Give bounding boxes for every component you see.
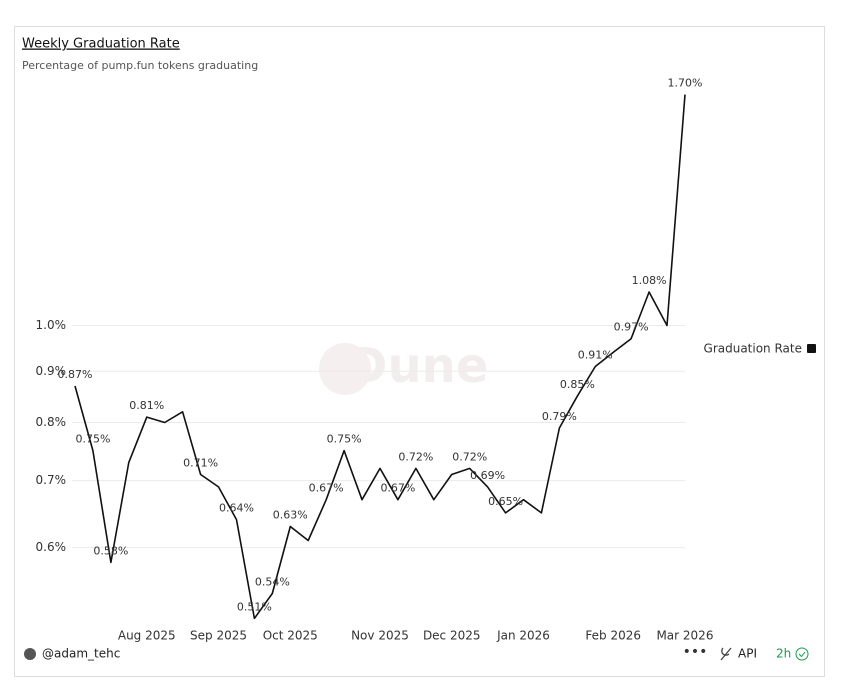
- x-tick-label: Mar 2026: [656, 629, 713, 643]
- data-label: 0.69%: [470, 469, 505, 482]
- legend-label: Graduation Rate: [704, 342, 802, 356]
- series-line: [74, 94, 686, 620]
- data-label: 0.67%: [380, 482, 415, 495]
- chart-subtitle: Percentage of pump.fun tokens graduating: [22, 59, 258, 72]
- data-label: 0.58%: [93, 544, 128, 557]
- data-label: 0.75%: [75, 433, 110, 446]
- watermark-logo: [319, 343, 371, 395]
- data-label: 0.75%: [327, 433, 362, 446]
- data-label: 0.54%: [255, 576, 290, 589]
- x-tick-label: Oct 2025: [263, 629, 318, 643]
- chart-title[interactable]: Weekly Graduation Rate: [22, 37, 180, 52]
- y-tick-label: 0.7%: [36, 473, 67, 487]
- data-label: 0.72%: [452, 450, 487, 463]
- author[interactable]: @adam_tehc: [42, 647, 120, 661]
- y-tick-label: 1.0%: [36, 318, 67, 332]
- data-label: 0.72%: [398, 450, 433, 463]
- watermark: Dune: [348, 338, 489, 394]
- y-tick-label: 0.9%: [36, 364, 67, 378]
- data-label: 0.97%: [614, 321, 649, 334]
- data-label: 0.85%: [560, 378, 595, 391]
- avatar[interactable]: [24, 648, 36, 660]
- data-label: 0.67%: [309, 482, 344, 495]
- data-label: 0.64%: [219, 502, 254, 515]
- api-icon[interactable]: [720, 647, 732, 661]
- x-tick-label: Nov 2025: [351, 629, 409, 643]
- legend-swatch[interactable]: [807, 344, 816, 353]
- card: [14, 26, 825, 677]
- data-label: 0.81%: [129, 399, 164, 412]
- age: 2h: [776, 647, 791, 661]
- data-label: 0.65%: [488, 495, 523, 508]
- x-tick-label: Jan 2026: [496, 629, 550, 643]
- y-tick-label: 0.6%: [36, 540, 67, 554]
- more-button[interactable]: •••: [683, 644, 708, 660]
- data-label: 0.63%: [273, 508, 308, 521]
- data-label: 0.87%: [58, 368, 93, 381]
- status-check: [798, 651, 806, 658]
- x-tick-label: Dec 2025: [423, 629, 481, 643]
- data-label: 1.70%: [667, 77, 702, 90]
- api-link[interactable]: API: [738, 647, 757, 661]
- status-icon: [795, 647, 809, 661]
- y-tick-label: 0.8%: [36, 415, 67, 429]
- data-label: 0.51%: [237, 600, 272, 613]
- data-label: 0.91%: [578, 348, 613, 361]
- data-label: 1.08%: [632, 274, 667, 287]
- x-tick-label: Aug 2025: [118, 629, 176, 643]
- x-tick-label: Feb 2026: [585, 629, 641, 643]
- data-label: 0.79%: [542, 410, 577, 423]
- x-tick-label: Sep 2025: [190, 629, 247, 643]
- data-label: 0.71%: [183, 456, 218, 469]
